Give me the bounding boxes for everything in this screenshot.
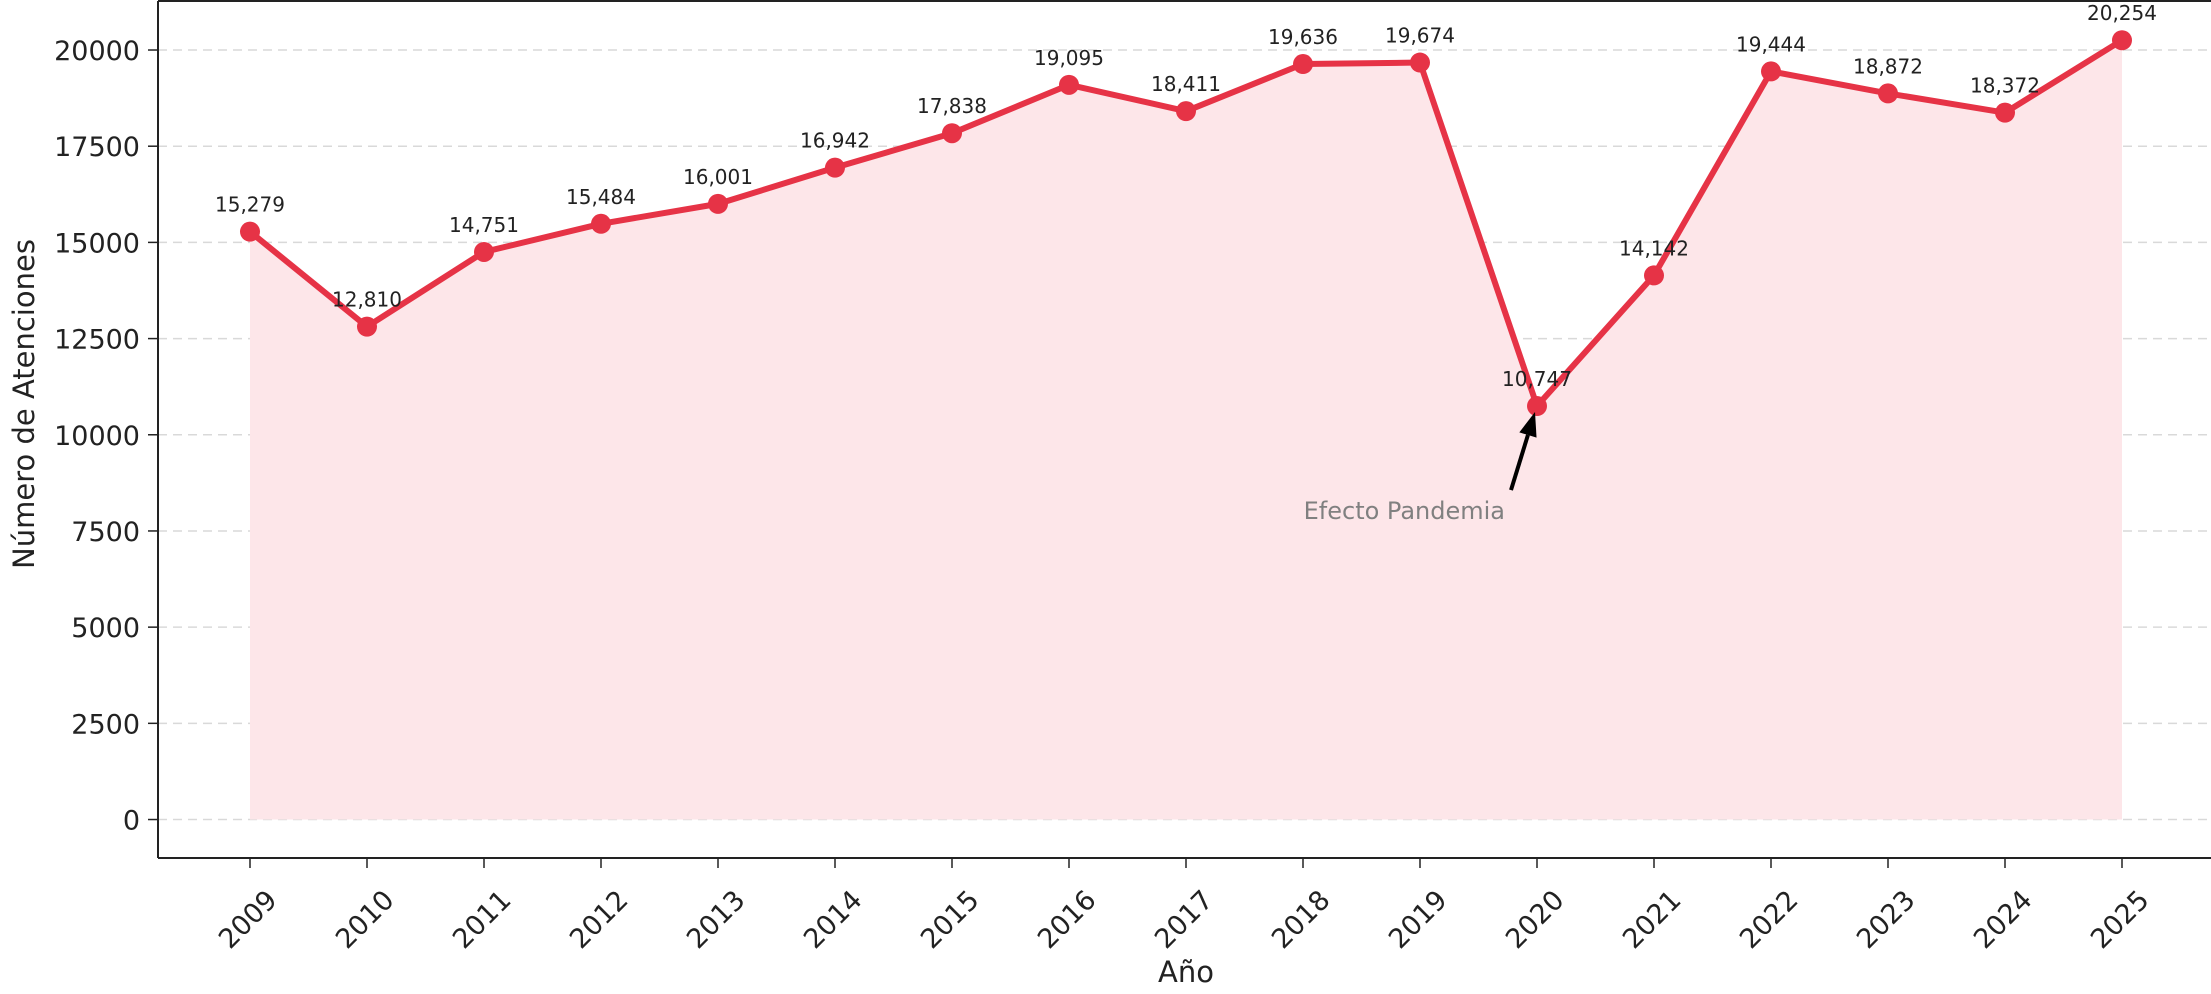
x-tick-label: 2013 — [681, 885, 752, 956]
y-tick-label: 20000 — [54, 36, 140, 67]
data-label: 17,838 — [917, 94, 987, 118]
data-point — [1761, 61, 1781, 82]
x-tick-label: 2015 — [915, 885, 986, 956]
data-label: 19,444 — [1736, 32, 1806, 56]
x-tick-label: 2021 — [1617, 885, 1688, 956]
x-tick-label: 2009 — [213, 885, 284, 956]
x-tick-label: 2018 — [1266, 885, 1337, 956]
x-tick-label: 2010 — [330, 885, 401, 956]
x-tick-label: 2012 — [564, 885, 635, 956]
data-point — [1059, 74, 1079, 95]
x-tick-label: 2020 — [1500, 885, 1571, 956]
data-point — [240, 221, 260, 242]
data-label: 15,484 — [566, 185, 636, 209]
y-tick-label: 12500 — [54, 325, 140, 356]
data-label: 20,254 — [2087, 1, 2157, 25]
y-axis-title: Número de Atenciones — [7, 239, 41, 569]
data-label: 19,095 — [1034, 46, 1104, 70]
x-tick-label: 2014 — [798, 885, 869, 956]
data-points — [240, 30, 2132, 417]
data-label: 16,942 — [800, 129, 870, 153]
data-point — [1293, 54, 1313, 75]
x-tick-label: 2016 — [1032, 885, 1103, 956]
data-point — [357, 316, 377, 337]
x-tick-label: 2023 — [1851, 885, 1922, 956]
y-tick-label: 0 — [123, 806, 140, 837]
y-tick-label: 7500 — [71, 517, 140, 548]
x-tick-label: 2025 — [2085, 885, 2156, 956]
data-point — [825, 157, 845, 178]
data-label: 16,001 — [683, 165, 753, 189]
y-tick-label: 17500 — [54, 132, 140, 163]
annotation-layer: Efecto Pandemia — [1304, 412, 1537, 525]
area-fill-layer — [250, 40, 2122, 820]
data-point — [942, 123, 962, 144]
data-point — [1644, 265, 1664, 286]
x-tick-label: 2022 — [1734, 885, 1805, 956]
annotation-arrowhead — [1519, 412, 1537, 438]
data-point — [1410, 52, 1430, 73]
annotation-arrow — [1509, 434, 1530, 491]
data-label: 19,636 — [1268, 25, 1338, 49]
data-point — [1878, 83, 1898, 104]
x-axis-title: Año — [1158, 955, 1214, 989]
data-point — [708, 193, 728, 214]
x-tick-label: 2024 — [1968, 885, 2039, 956]
data-label: 10,747 — [1502, 367, 1572, 391]
data-label: 14,751 — [449, 213, 519, 237]
data-point — [1527, 396, 1547, 417]
y-tick-label: 2500 — [71, 709, 140, 740]
data-label: 18,411 — [1151, 72, 1221, 96]
data-labels: 15,279 12,810 14,751 15,484 16,001 16,942 17,8… — [215, 1, 2157, 391]
data-label: 15,279 — [215, 193, 285, 217]
y-tick-label: 10000 — [54, 421, 140, 452]
x-tick-label: 2011 — [447, 885, 518, 956]
data-label: 19,674 — [1385, 24, 1455, 48]
data-label: 12,810 — [332, 288, 402, 312]
data-point — [474, 241, 494, 262]
y-tick-label: 15000 — [54, 228, 140, 259]
x-tick-label: 2017 — [1149, 885, 1220, 956]
y-tick-label: 5000 — [71, 613, 140, 644]
data-label: 18,872 — [1853, 54, 1923, 78]
data-point — [591, 213, 611, 234]
data-label: 14,142 — [1619, 236, 1689, 260]
data-point — [1995, 102, 2015, 123]
data-point — [1176, 101, 1196, 122]
annotation-text: Efecto Pandemia — [1304, 497, 1505, 525]
data-label: 18,372 — [1970, 74, 2040, 98]
area-fill — [250, 40, 2122, 820]
data-point — [2112, 30, 2132, 51]
x-tick-label: 2019 — [1383, 885, 1454, 956]
